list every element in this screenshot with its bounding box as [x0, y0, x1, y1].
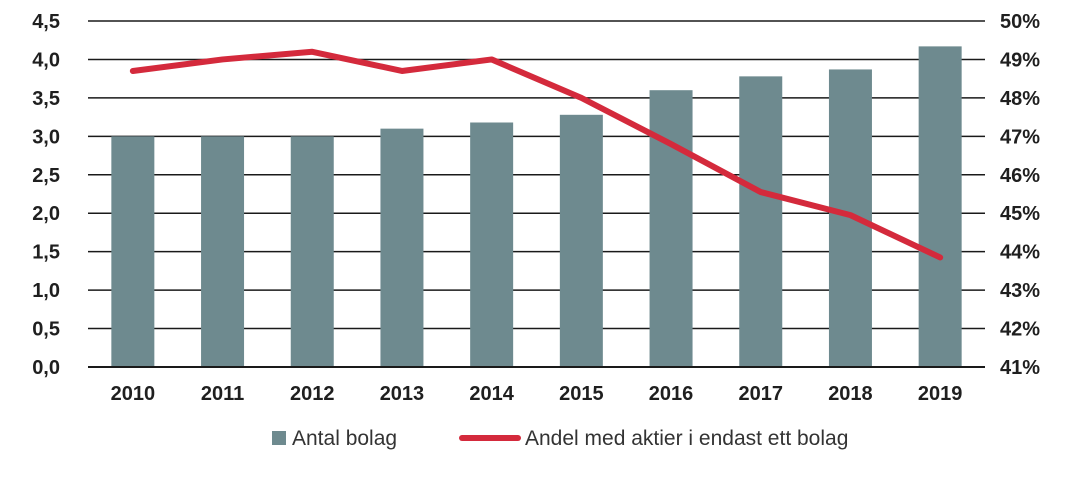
line-andel-med-aktier: [129, 48, 944, 261]
right-tick-label: 43%: [1000, 280, 1040, 302]
legend-swatch-bar: [272, 431, 286, 445]
x-tick-label: 2011: [201, 383, 244, 405]
right-tick-label: 41%: [1000, 357, 1040, 379]
legend-label-line: Andel med aktier i endast ett bolag: [525, 427, 848, 450]
bar-2012: [290, 136, 334, 367]
x-tick-label: 2018: [828, 383, 873, 405]
bar-series: [111, 46, 962, 368]
right-tick-label: 47%: [1000, 126, 1040, 148]
left-tick-label: 3,5: [32, 88, 60, 110]
left-tick-label: 0,0: [32, 357, 60, 379]
x-tick-label: 2014: [469, 383, 514, 405]
left-tick-label: 4,5: [32, 11, 60, 33]
bar-2017: [739, 76, 783, 368]
right-tick-label: 46%: [1000, 165, 1040, 187]
left-tick-label: 1,5: [32, 242, 60, 264]
bar-2016: [649, 90, 693, 367]
x-tick-label: 2012: [290, 383, 335, 405]
bar-2010: [111, 136, 155, 367]
x-axis-ticks: 2010 2011 2012 2013 2014 2015 2016 2017 2018 2019: [111, 383, 963, 405]
right-tick-label: 45%: [1000, 203, 1040, 225]
bar-2015: [559, 114, 603, 367]
x-tick-label: 2017: [739, 383, 784, 405]
right-axis-ticks: 41% 42% 43% 44% 45% 46% 47% 48% 49% 50%: [1000, 11, 1040, 379]
bar-2011: [201, 136, 245, 367]
x-tick-label: 2015: [559, 383, 604, 405]
left-tick-label: 3,0: [32, 126, 60, 148]
left-tick-label: 1,0: [32, 280, 60, 302]
right-tick-label: 42%: [1000, 319, 1040, 341]
x-tick-label: 2010: [111, 383, 156, 405]
left-tick-label: 4,0: [32, 49, 60, 71]
bar-2014: [470, 122, 514, 367]
left-tick-label: 2,5: [32, 165, 60, 187]
left-tick-label: 2,0: [32, 203, 60, 225]
right-tick-label: 48%: [1000, 88, 1040, 110]
right-tick-label: 49%: [1000, 49, 1040, 71]
legend: Antal bolag Andel med aktier i endast et…: [272, 427, 848, 450]
legend-label-bar: Antal bolag: [292, 427, 397, 450]
left-axis-ticks: 0,0 0,5 1,0 1,5 2,0 2,5 3,0 3,5 4,0 4,5: [32, 11, 60, 379]
right-tick-label: 50%: [1000, 11, 1040, 33]
x-tick-label: 2016: [649, 383, 694, 405]
x-tick-label: 2019: [918, 383, 963, 405]
left-tick-label: 0,5: [32, 319, 60, 341]
right-tick-label: 44%: [1000, 242, 1040, 264]
x-tick-label: 2013: [380, 383, 425, 405]
bar-2019: [918, 46, 962, 368]
line-series: [129, 48, 944, 261]
bar-2013: [380, 128, 424, 367]
